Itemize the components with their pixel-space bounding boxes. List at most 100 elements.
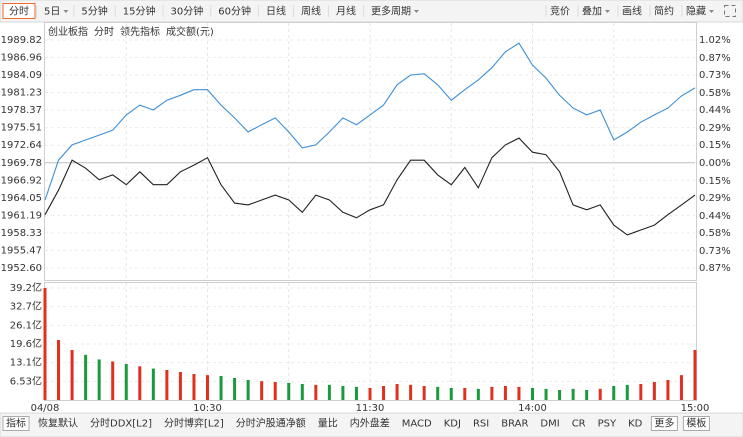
volume-bar xyxy=(97,359,101,400)
toolbar-button-label[interactable]: 60分钟 xyxy=(218,5,251,18)
volume-bar xyxy=(233,378,237,400)
y2-tick-label: 0.87% xyxy=(699,53,731,64)
toolbar-button-label[interactable]: 隐藏 xyxy=(686,6,706,18)
volume-bar xyxy=(219,376,223,400)
volume-tick-label: 6.53亿 xyxy=(10,374,42,387)
tab-box[interactable] xyxy=(650,416,678,431)
volume-bar xyxy=(341,386,345,400)
volume-bar xyxy=(490,386,494,400)
volume-tick-label: 13.1亿 xyxy=(10,356,42,369)
x-tick-label: 11:30 xyxy=(356,403,385,414)
toolbar-button-label[interactable]: 画线 xyxy=(622,5,642,18)
volume-bar xyxy=(84,354,88,400)
toolbar-button-label[interactable]: 竞价 xyxy=(550,5,570,18)
volume-bar xyxy=(138,366,142,400)
y-tick-label: 1978.37 xyxy=(1,105,42,116)
volume-bar xyxy=(314,384,318,400)
chart-title: 创业板指 xyxy=(48,25,88,38)
series-line xyxy=(44,42,696,201)
menu-arrow xyxy=(605,10,610,13)
toolbar-button-label[interactable]: 5日 xyxy=(44,7,60,18)
bottom-tab[interactable]: 指标 xyxy=(6,417,26,430)
y-tick-label: 1975.51 xyxy=(1,123,42,134)
bottom-tab[interactable]: 更多 xyxy=(654,417,674,430)
volume-bar xyxy=(354,386,358,400)
bottom-tab[interactable]: BRAR xyxy=(501,419,528,430)
y2-tick-label: 0.29% xyxy=(699,193,731,204)
y-tick-label: 1969.78 xyxy=(1,158,42,169)
toolbar-button-label[interactable]: 日线 xyxy=(266,5,286,18)
y2-tick-label: 0.87% xyxy=(699,263,731,274)
volume-tick-label: 26.1亿 xyxy=(10,318,42,331)
toolbar-button-label[interactable]: 周线 xyxy=(301,5,321,18)
fullscreen-icon[interactable] xyxy=(724,5,736,17)
bottom-tab[interactable]: 恢复默认 xyxy=(38,417,78,430)
volume-frame xyxy=(44,282,697,401)
volume-bar xyxy=(273,382,277,400)
volume-bar xyxy=(111,361,115,400)
bottom-tab[interactable]: RSI xyxy=(473,419,489,430)
volume-bar xyxy=(544,388,548,400)
volume-bar xyxy=(368,388,372,400)
bottom-tab[interactable]: 分时博弈[L2] xyxy=(164,417,224,430)
toolbar-button-label[interactable]: 15分钟 xyxy=(123,5,156,18)
bottom-tab[interactable]: MACD xyxy=(402,419,432,430)
tab-box[interactable] xyxy=(2,416,30,431)
volume-bar xyxy=(151,368,155,400)
bottom-tab[interactable]: 模板 xyxy=(686,417,706,430)
bottom-tab[interactable]: CR xyxy=(572,419,586,430)
bottom-tab[interactable]: 内外盘差 xyxy=(350,417,390,430)
toolbar-button[interactable] xyxy=(2,3,36,19)
bottom-bar-bg xyxy=(0,412,743,437)
tab-box[interactable] xyxy=(682,416,710,431)
y-tick-label: 1986.96 xyxy=(1,53,42,64)
toolbar-button-label[interactable]: 叠加 xyxy=(582,6,602,18)
toolbar-button-label[interactable]: 月线 xyxy=(336,5,356,18)
volume-bar xyxy=(124,364,128,400)
volume-bar xyxy=(192,374,196,400)
x-tick-label: 15:00 xyxy=(681,403,710,414)
y2-tick-label: 0.15% xyxy=(699,140,731,151)
bottom-tab[interactable]: 量比 xyxy=(318,418,338,430)
bottom-tab[interactable]: KDJ xyxy=(444,419,461,430)
bottom-tab[interactable]: KD xyxy=(628,419,643,430)
y2-tick-label: 0.58% xyxy=(699,88,731,99)
volume-bar xyxy=(517,386,521,400)
y-tick-label: 1958.33 xyxy=(1,228,42,239)
y2-tick-label: 0.00% xyxy=(699,158,731,169)
toolbar-button-label[interactable]: 5分钟 xyxy=(81,5,107,18)
y-tick-label: 1989.82 xyxy=(1,35,42,46)
volume-bar xyxy=(612,386,616,400)
bottom-tab[interactable]: 分时沪股通净额 xyxy=(236,417,306,430)
volume-tick-label: 39.2亿 xyxy=(10,281,42,294)
bottom-tab[interactable]: DMI xyxy=(540,419,559,430)
legend-entry: 领先指标 xyxy=(120,25,160,38)
menu-arrow xyxy=(63,10,69,13)
toolbar-button-label[interactable]: 更多周期 xyxy=(371,5,411,18)
bottom-tab[interactable]: 分时DDX[L2] xyxy=(90,418,152,430)
volume-bar xyxy=(679,375,683,400)
volume-bar xyxy=(395,384,399,400)
toolbar-button-label[interactable]: 30分钟 xyxy=(170,5,203,18)
toolbar-button-label[interactable]: 简约 xyxy=(654,5,674,18)
volume-bar xyxy=(652,382,656,400)
y2-tick-label: 0.15% xyxy=(699,176,731,187)
volume-tick-label: 19.6亿 xyxy=(10,337,42,350)
y2-tick-label: 0.44% xyxy=(699,105,731,116)
volume-bar xyxy=(206,375,209,400)
volume-bar xyxy=(57,340,61,400)
price-frame xyxy=(44,22,697,281)
y2-tick-label: 0.58% xyxy=(699,228,731,239)
volume-bar xyxy=(571,388,575,400)
toolbar-button-label[interactable]: 分时 xyxy=(9,6,29,18)
volume-bar xyxy=(43,288,47,400)
bottom-tab[interactable]: PSY xyxy=(598,419,617,430)
series-line xyxy=(44,137,696,236)
volume-bar xyxy=(436,386,440,400)
volume-bar xyxy=(449,388,453,400)
volume-bar xyxy=(165,370,169,400)
x-tick-label: 10:30 xyxy=(193,403,222,414)
legend-entry: 分时 xyxy=(94,26,114,38)
